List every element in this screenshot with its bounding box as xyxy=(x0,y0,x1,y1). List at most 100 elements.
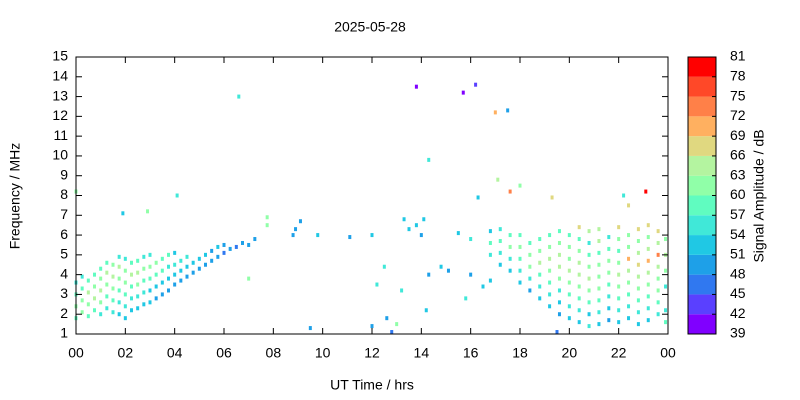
data-point xyxy=(656,300,660,305)
data-point xyxy=(237,94,241,99)
data-point xyxy=(664,308,668,313)
data-point xyxy=(496,177,500,182)
colorbar-band xyxy=(688,155,716,176)
colorbar-tick-label: 39 xyxy=(730,325,746,341)
data-point xyxy=(607,282,611,287)
data-point xyxy=(656,312,660,317)
data-point xyxy=(557,288,561,293)
data-point xyxy=(197,256,201,261)
data-point xyxy=(123,256,127,261)
data-point xyxy=(136,294,140,299)
data-point xyxy=(476,195,480,200)
data-point xyxy=(597,322,601,327)
x-tick-label: 18 xyxy=(512,345,528,361)
data-point xyxy=(607,258,611,263)
data-point xyxy=(216,244,220,249)
data-point xyxy=(577,272,581,277)
data-point xyxy=(627,304,631,309)
data-point xyxy=(636,298,640,303)
data-point xyxy=(111,274,115,279)
data-point xyxy=(528,240,532,245)
data-point xyxy=(93,284,96,289)
colorbar-band xyxy=(688,235,716,255)
data-point xyxy=(567,268,571,273)
data-point xyxy=(446,268,450,273)
x-tick-label: 14 xyxy=(414,345,430,361)
data-point xyxy=(382,264,386,269)
data-point xyxy=(577,225,581,230)
data-point xyxy=(136,282,140,287)
data-point xyxy=(636,286,640,291)
data-point xyxy=(627,233,631,238)
data-point xyxy=(538,237,542,242)
data-point xyxy=(99,276,103,281)
data-point xyxy=(308,326,312,331)
data-point xyxy=(636,239,640,244)
data-point xyxy=(518,280,522,285)
data-point xyxy=(185,254,189,259)
data-point xyxy=(597,310,601,315)
data-point xyxy=(587,300,591,305)
data-point xyxy=(548,256,552,261)
x-tick-label: 04 xyxy=(167,345,183,361)
data-point xyxy=(375,282,379,287)
data-point xyxy=(493,110,497,115)
data-point xyxy=(518,244,522,249)
data-point xyxy=(567,244,571,249)
data-point xyxy=(567,233,571,238)
data-point xyxy=(298,219,302,224)
data-point xyxy=(664,284,668,289)
data-point xyxy=(185,264,189,269)
data-point xyxy=(105,306,109,311)
data-point xyxy=(142,278,146,283)
data-point xyxy=(664,237,668,242)
data-point xyxy=(210,248,214,253)
data-point xyxy=(167,288,170,293)
colorbar-band xyxy=(688,57,716,77)
data-point xyxy=(518,233,522,238)
data-point xyxy=(111,310,115,315)
data-point xyxy=(548,268,552,273)
data-point xyxy=(474,82,478,87)
data-point xyxy=(607,294,611,299)
data-point xyxy=(587,324,591,329)
data-point xyxy=(646,235,650,240)
colorbar-tick-label: 60 xyxy=(730,186,746,202)
data-point xyxy=(123,316,127,321)
data-point xyxy=(557,312,561,317)
data-point xyxy=(464,296,468,301)
y-tick-label: 15 xyxy=(52,48,68,64)
data-point xyxy=(488,278,492,283)
data-point xyxy=(617,284,621,289)
colorbar-band xyxy=(688,314,716,334)
data-point xyxy=(234,244,238,249)
y-tick-label: 1 xyxy=(60,325,68,341)
data-point xyxy=(185,274,189,279)
data-point xyxy=(111,298,115,303)
data-point xyxy=(461,90,465,95)
colorbar-band xyxy=(688,254,716,275)
data-point xyxy=(204,262,207,267)
data-point xyxy=(636,250,640,255)
data-point xyxy=(627,203,631,208)
data-point xyxy=(597,262,601,267)
data-point xyxy=(469,272,473,277)
data-point xyxy=(607,246,611,251)
data-point xyxy=(555,330,559,335)
x-tick-label: 12 xyxy=(364,345,380,361)
data-point xyxy=(557,252,561,257)
data-point xyxy=(498,227,502,232)
data-point xyxy=(518,256,522,261)
data-point xyxy=(154,260,158,265)
data-point xyxy=(538,296,542,301)
data-point xyxy=(597,227,601,232)
data-point xyxy=(508,244,512,249)
data-point xyxy=(142,302,146,307)
data-point xyxy=(160,280,164,285)
data-point xyxy=(390,330,394,335)
data-point xyxy=(587,276,591,281)
data-point xyxy=(316,233,320,238)
data-point xyxy=(656,264,660,269)
colorbar-band xyxy=(688,175,716,196)
